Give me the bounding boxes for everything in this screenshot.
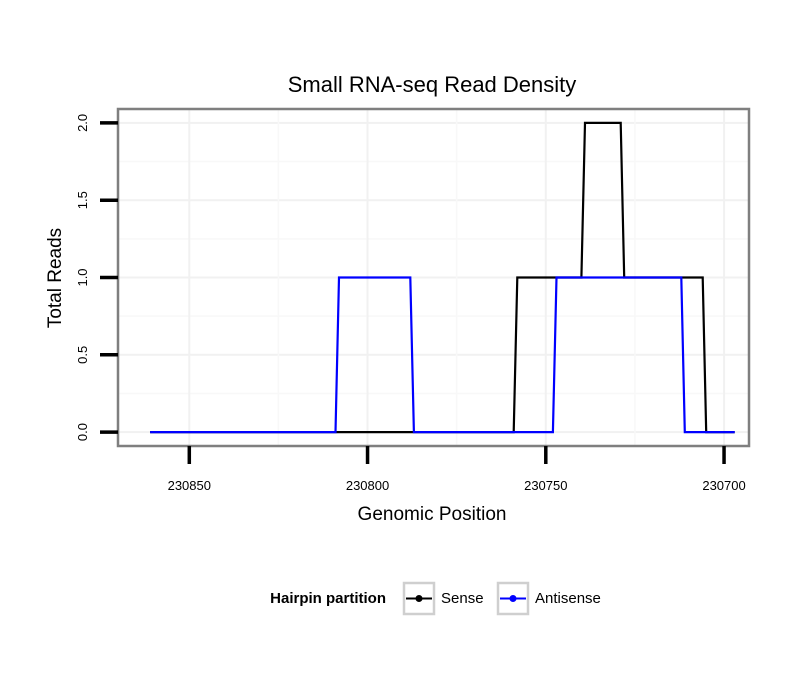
x-tick-label: 230800 <box>346 478 389 493</box>
y-axis: 0.0 0.5 1.0 1.5 2.0 <box>75 114 118 441</box>
series-line-antisense <box>150 276 735 434</box>
legend-key-dot <box>415 595 423 602</box>
x-axis: 230850 230800 230750 230700 <box>168 446 746 493</box>
legend-entry-sense: Sense <box>402 581 484 616</box>
legend-entry-label: Sense <box>441 590 484 607</box>
series-line-sense <box>150 121 735 434</box>
legend-entry-label: Antisense <box>535 590 601 607</box>
y-tick-label: 1.5 <box>75 191 90 209</box>
y-tick-label: 0.5 <box>75 346 90 364</box>
y-tick-label: 2.0 <box>75 114 90 132</box>
x-tick-label: 230850 <box>168 478 211 493</box>
series-layer <box>150 121 735 434</box>
y-axis-title: Total Reads <box>45 228 66 328</box>
y-tick-label: 0.0 <box>75 423 90 441</box>
legend-entry-antisense: Antisense <box>496 581 601 616</box>
x-axis-title: Genomic Position <box>358 504 507 525</box>
y-tick-label: 1.0 <box>75 268 90 286</box>
x-tick-label: 230750 <box>524 478 567 493</box>
chart-title: Small RNA-seq Read Density <box>288 72 577 97</box>
legend-title: Hairpin partition <box>270 590 386 607</box>
x-tick-label: 230700 <box>702 478 745 493</box>
legend-key-dot <box>509 595 517 602</box>
legend: Hairpin partition Sense Antisense <box>270 581 601 616</box>
